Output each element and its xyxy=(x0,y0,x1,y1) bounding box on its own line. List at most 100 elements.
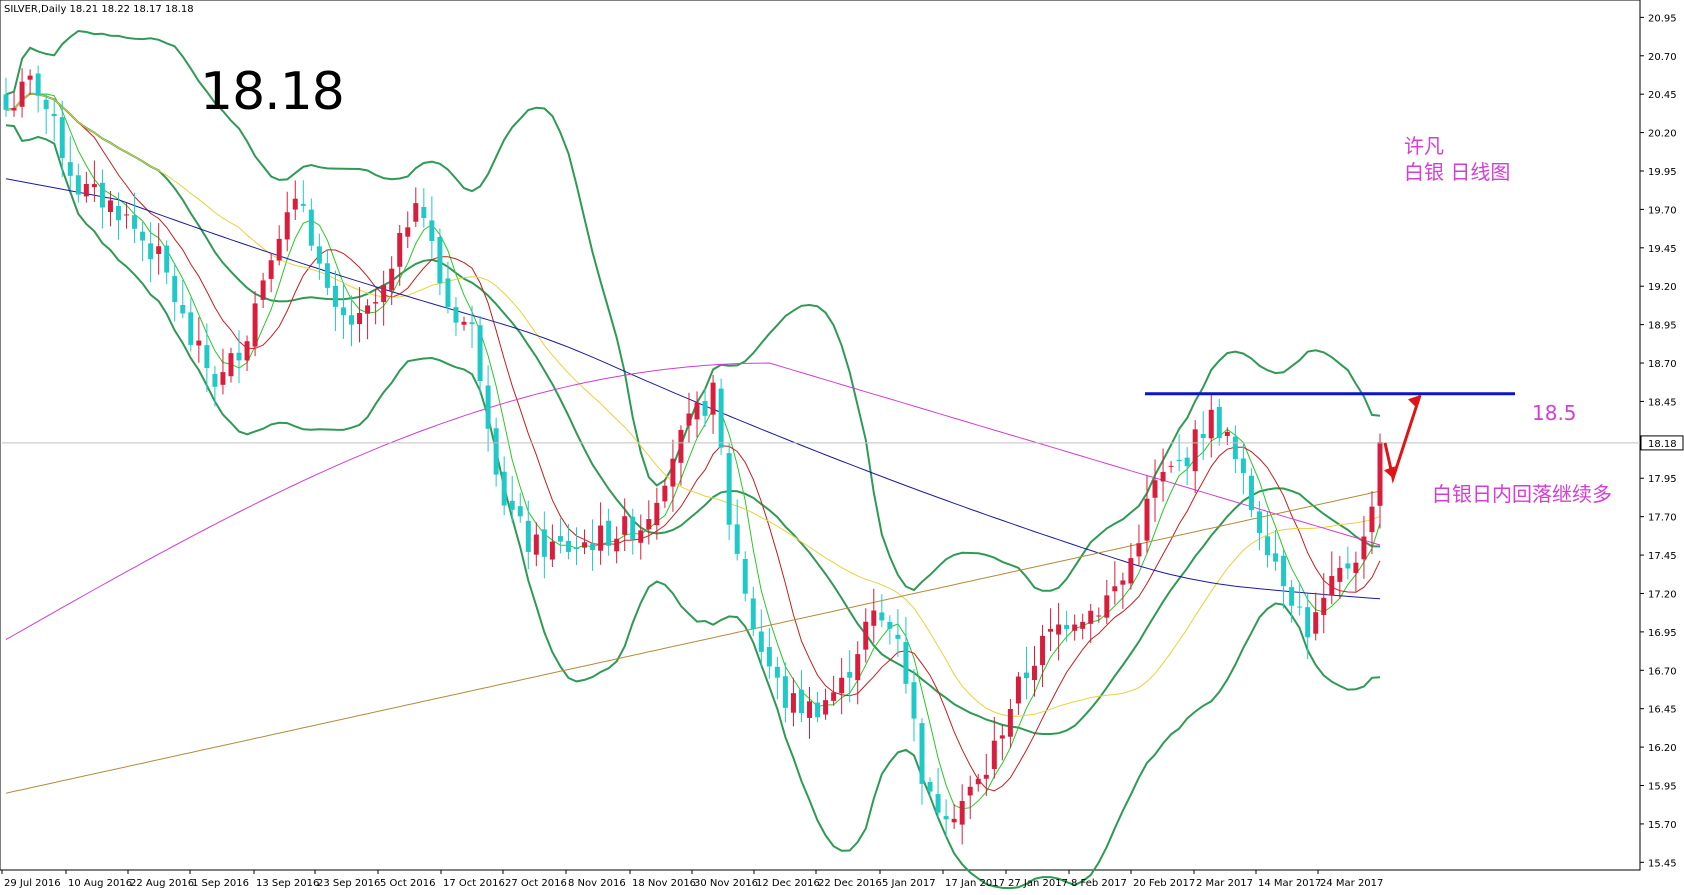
resistance-level-label: 18.5 xyxy=(1532,401,1577,425)
candle-body xyxy=(574,547,579,550)
candle-body xyxy=(1056,624,1062,635)
time-tick-label: 29 Jul 2016 xyxy=(4,878,61,889)
candle-body xyxy=(268,260,274,279)
candle-body xyxy=(1184,457,1190,467)
analysis-note: 白银日内回落继续多 xyxy=(1432,482,1612,506)
candle-body xyxy=(300,203,306,206)
candle-body xyxy=(582,542,588,548)
candle-body xyxy=(919,723,925,784)
price-tick-label: 16.20 xyxy=(1648,743,1677,754)
time-tick-label: 22 Aug 2016 xyxy=(130,878,194,889)
candle-body xyxy=(188,312,194,345)
candle-body xyxy=(646,519,652,530)
candle-body xyxy=(758,631,764,652)
price-axis: 20.95 20.70 20.45 20.20 19.95 19.70 19.45 19.20… xyxy=(1640,13,1684,869)
candle-body xyxy=(1240,458,1246,474)
candle-body xyxy=(879,612,885,621)
candle-body xyxy=(381,284,387,303)
candle-body xyxy=(485,385,491,429)
time-tick-label: 27 Oct 2016 xyxy=(505,878,567,889)
candle-body xyxy=(927,782,933,792)
candle-body xyxy=(397,232,403,267)
candle-body xyxy=(284,212,290,240)
candle-body xyxy=(180,305,186,314)
candle-body xyxy=(590,543,596,551)
candle-body xyxy=(935,794,941,813)
candle-body xyxy=(349,315,354,325)
candle-body xyxy=(1216,406,1222,439)
time-tick-label: 20 Feb 2017 xyxy=(1133,878,1195,889)
bollinger-lower xyxy=(5,124,1381,890)
candle-body xyxy=(790,693,796,713)
price-tick-label: 18.95 xyxy=(1648,321,1677,332)
candle-body xyxy=(148,243,154,260)
candle-body xyxy=(1273,553,1279,562)
candle-body xyxy=(1088,610,1094,624)
moving-averages xyxy=(5,93,1381,810)
candle-body xyxy=(782,676,788,708)
candle-body xyxy=(1281,555,1287,587)
candle-body xyxy=(83,183,89,197)
dip-arrowhead xyxy=(1384,466,1395,479)
price-tick-label: 19.45 xyxy=(1648,244,1677,255)
bollinger-middle xyxy=(5,92,1381,735)
candle-body xyxy=(244,341,250,361)
candle-body xyxy=(1023,672,1029,679)
candle-body xyxy=(228,353,234,377)
ma-magenta xyxy=(5,362,1381,641)
ma-red xyxy=(5,93,1381,792)
candle-body xyxy=(276,238,282,261)
candle-body xyxy=(156,246,162,254)
candle-body xyxy=(1361,536,1367,560)
price-tag-box xyxy=(1640,435,1684,451)
price-tick-label: 20.45 xyxy=(1648,90,1677,101)
candle-body xyxy=(863,621,869,650)
candles xyxy=(3,65,1383,845)
candle-body xyxy=(1144,498,1150,541)
candle-body xyxy=(614,538,620,552)
candle-body xyxy=(1337,567,1343,582)
candle-body xyxy=(887,621,893,629)
candle-body xyxy=(565,540,571,552)
candle-body xyxy=(332,285,338,307)
candle-body xyxy=(742,558,748,594)
candle-body xyxy=(525,520,531,552)
candle-body xyxy=(164,245,170,273)
candle-body xyxy=(172,276,178,303)
candle-body xyxy=(1015,676,1021,704)
candle-body xyxy=(1072,624,1078,631)
candle-body xyxy=(533,534,539,555)
candle-body xyxy=(686,413,692,426)
candle-body xyxy=(1224,431,1230,436)
candle-body xyxy=(204,345,210,369)
candle-body xyxy=(461,321,467,325)
ma-fast xyxy=(5,93,1381,810)
candle-body xyxy=(477,325,483,381)
candle-body xyxy=(324,263,330,288)
time-tick-label: 30 Nov 2016 xyxy=(694,878,758,889)
candle-body xyxy=(694,402,700,420)
candle-body xyxy=(654,502,660,526)
candle-body xyxy=(903,642,909,684)
candle-body xyxy=(734,524,740,554)
price-tick-label: 18.45 xyxy=(1648,397,1677,408)
candle-body xyxy=(260,280,266,300)
candle-body xyxy=(1369,506,1375,533)
candle-body xyxy=(557,535,563,542)
price-tick-label: 17.45 xyxy=(1648,551,1677,562)
time-tick-label: 1 Sep 2016 xyxy=(192,878,249,889)
candle-body xyxy=(365,305,371,314)
level-lines xyxy=(2,392,1640,444)
bollinger-bands xyxy=(5,29,1381,890)
candle-body xyxy=(308,209,314,246)
candle-body xyxy=(1297,606,1303,608)
candle-body xyxy=(453,307,459,323)
time-tick-label: 8 Feb 2017 xyxy=(1071,878,1127,889)
candle-body xyxy=(429,220,435,242)
candle-body xyxy=(983,774,989,779)
time-tick-label: 23 Sep 2016 xyxy=(317,878,380,889)
candle-body xyxy=(1208,409,1214,439)
candle-body xyxy=(27,75,33,80)
candle-body xyxy=(501,471,507,506)
